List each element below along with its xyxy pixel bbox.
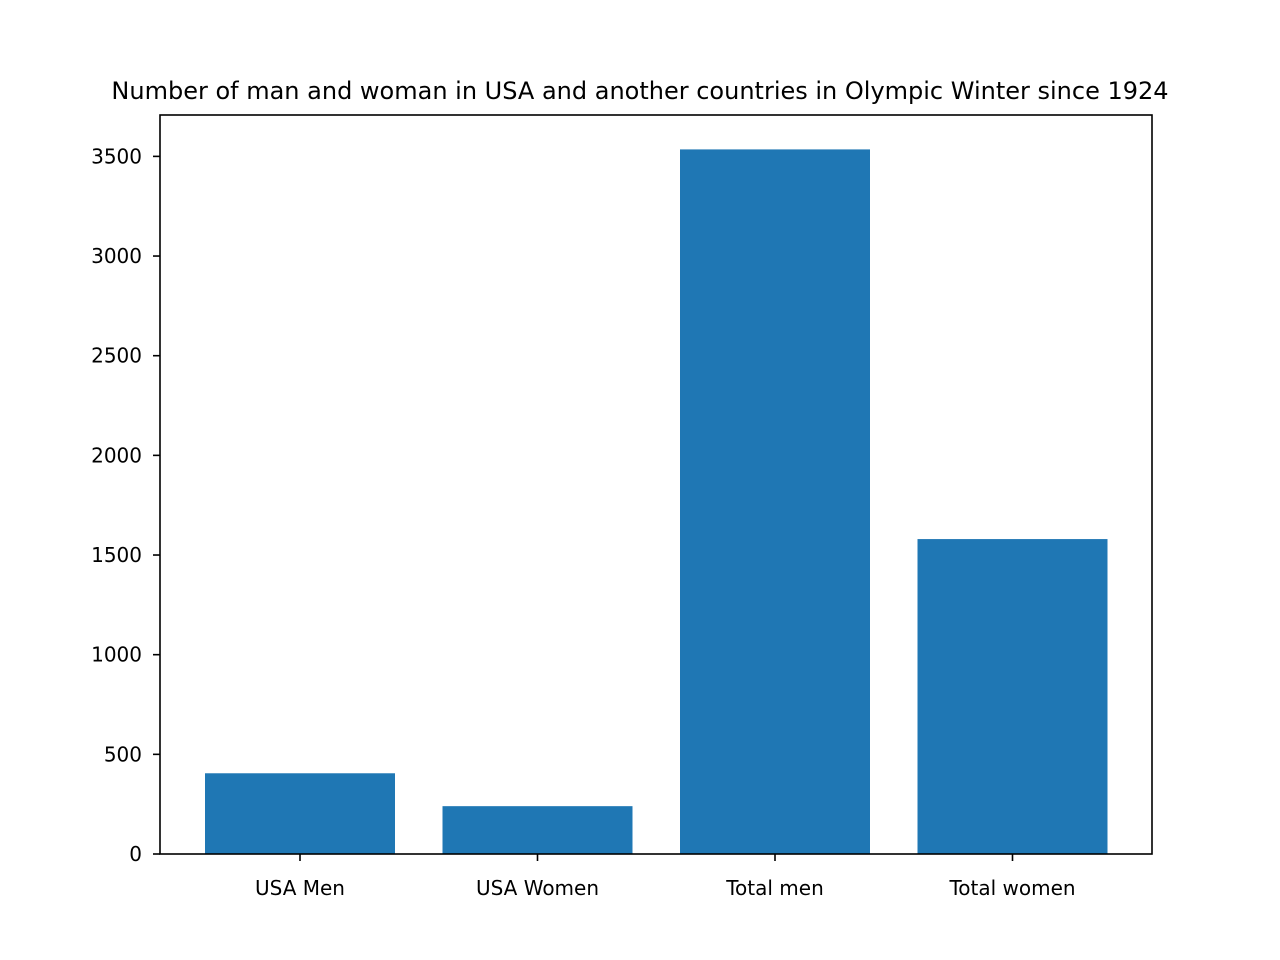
y-tick-label: 500 [104, 742, 142, 766]
y-tick-label: 0 [129, 842, 142, 866]
y-tick-label: 1500 [91, 543, 142, 567]
x-axis: USA Men USA Women Total men Total women [255, 854, 1076, 900]
y-axis: 0 500 1000 1500 2000 2500 3000 3500 [91, 144, 160, 866]
chart-title: Number of man and woman in USA and anoth… [111, 77, 1168, 105]
x-tick-label: Total women [948, 876, 1075, 900]
bars-group [205, 149, 1108, 854]
y-tick-label: 1000 [91, 643, 142, 667]
bar-usa-men [205, 773, 395, 854]
x-tick-label: USA Women [476, 876, 599, 900]
y-tick-label: 3500 [91, 144, 142, 168]
y-tick-label: 2000 [91, 443, 142, 467]
bar-total-women [917, 539, 1108, 854]
bar-usa-women [442, 806, 633, 854]
x-tick-label: USA Men [255, 876, 345, 900]
x-tick-label: Total men [725, 876, 824, 900]
plot-frame [159, 114, 1153, 855]
bar-total-men [680, 149, 870, 854]
y-tick-label: 3000 [91, 244, 142, 268]
y-tick-label: 2500 [91, 344, 142, 368]
